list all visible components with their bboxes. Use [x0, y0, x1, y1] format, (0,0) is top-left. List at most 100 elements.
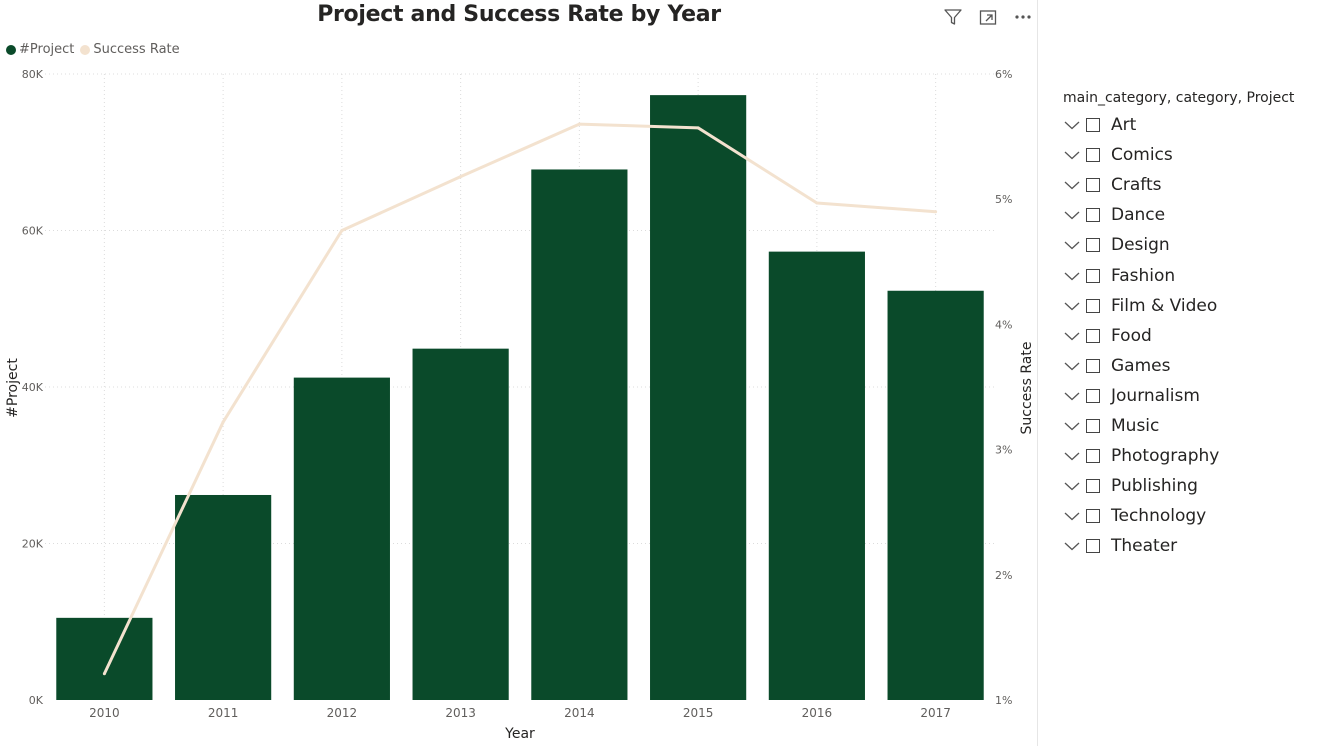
slicer-checkbox[interactable] [1086, 328, 1100, 343]
slicer-item-fashion[interactable]: Fashion [1062, 263, 1175, 289]
slicer-item-journalism[interactable]: Journalism [1062, 383, 1200, 409]
bar-2015[interactable] [650, 95, 747, 700]
slicer-checkbox[interactable] [1086, 419, 1100, 433]
success-rate-point-2011[interactable] [221, 420, 225, 424]
slicer-header: main_category, category, Project [1063, 90, 1295, 106]
bar-2016[interactable] [768, 251, 865, 700]
y2-tick-label: 5% [995, 193, 1012, 206]
slicer-item-theater[interactable]: Theater [1062, 533, 1177, 559]
slicer-checkbox[interactable] [1086, 238, 1100, 253]
slicer-item-label: Technology [1111, 506, 1207, 527]
chevron-down-icon[interactable] [1062, 145, 1082, 165]
slicer-checkbox[interactable] [1086, 118, 1100, 132]
success-rate-point-2010[interactable] [102, 672, 106, 676]
x-tick-label: 2013 [445, 706, 476, 720]
slicer-item-label: Publishing [1111, 476, 1198, 497]
slicer-item-label: Games [1111, 355, 1171, 376]
chevron-down-icon[interactable] [1062, 506, 1082, 526]
slicer-checkbox[interactable] [1086, 509, 1100, 524]
slicer-item-comics[interactable]: Comics [1062, 142, 1173, 168]
chevron-down-icon[interactable] [1062, 175, 1082, 195]
bar-2017[interactable] [887, 290, 984, 700]
bar-2014[interactable] [531, 169, 628, 701]
slicer-item-crafts[interactable]: Crafts [1062, 172, 1162, 198]
chart-title: Project and Success Rate by Year [317, 2, 721, 27]
legend-item-success-rate[interactable]: Success Rate [80, 42, 180, 57]
bar-2011[interactable] [175, 494, 272, 700]
x-axis-title: Year [504, 726, 535, 742]
y-tick-label: 80K [22, 68, 44, 81]
chevron-down-icon[interactable] [1062, 266, 1082, 286]
chevron-down-icon[interactable] [1062, 416, 1082, 436]
x-tick-label: 2014 [564, 706, 595, 720]
success-rate-point-2014[interactable] [577, 122, 581, 126]
slicer-item-publishing[interactable]: Publishing [1062, 473, 1198, 499]
legend-dot-project [6, 44, 16, 55]
chart-legend: #Project Success Rate [6, 42, 186, 57]
slicer-item-dance[interactable]: Dance [1062, 202, 1165, 228]
slicer-checkbox[interactable] [1086, 208, 1100, 223]
y2-tick-label: 3% [995, 444, 1012, 457]
slicer-item-label: Dance [1111, 205, 1166, 226]
x-tick-label: 2015 [683, 706, 714, 720]
x-tick-label: 2016 [802, 706, 833, 720]
slicer-checkbox[interactable] [1086, 148, 1100, 163]
chevron-down-icon[interactable] [1062, 446, 1082, 466]
chevron-down-icon[interactable] [1062, 536, 1082, 556]
y2-tick-label: 6% [995, 68, 1012, 81]
chevron-down-icon[interactable] [1062, 296, 1082, 316]
slicer-item-games[interactable]: Games [1062, 353, 1170, 379]
success-rate-point-2015[interactable] [696, 126, 700, 130]
y-tick-label: 20K [22, 538, 44, 551]
chevron-down-icon[interactable] [1062, 235, 1082, 255]
x-tick-label: 2010 [89, 706, 120, 720]
slicer-item-art[interactable]: Art [1062, 112, 1136, 138]
success-rate-point-2013[interactable] [459, 175, 463, 179]
slicer-item-technology[interactable]: Technology [1062, 503, 1206, 529]
slicer-item-label: Journalism [1111, 385, 1200, 406]
slicer-item-music[interactable]: Music [1062, 413, 1159, 439]
slicer-checkbox[interactable] [1086, 358, 1100, 373]
slicer-checkbox[interactable] [1086, 178, 1100, 193]
slicer-checkbox[interactable] [1086, 539, 1100, 554]
slicer-item-label: Photography [1111, 446, 1220, 467]
y-tick-label: 0K [29, 694, 44, 707]
slicer-item-photography[interactable]: Photography [1062, 443, 1219, 469]
y-tick-label: 40K [22, 381, 44, 394]
slicer-checkbox[interactable] [1086, 298, 1100, 313]
slicer-item-film-video[interactable]: Film & Video [1062, 293, 1217, 319]
legend-label-project: #Project [19, 42, 75, 57]
slicer-item-label: Art [1111, 115, 1137, 135]
chevron-down-icon[interactable] [1062, 115, 1082, 135]
slicer-item-label: Comics [1111, 145, 1173, 166]
bar-2010[interactable] [56, 617, 153, 700]
success-rate-line[interactable] [103, 122, 936, 675]
chevron-down-icon[interactable] [1062, 205, 1082, 225]
focus-mode-icon[interactable] [977, 6, 999, 28]
bar-2012[interactable] [293, 377, 390, 700]
bar-2013[interactable] [412, 348, 509, 700]
slicer-item-label: Music [1111, 416, 1160, 436]
slicer-item-food[interactable]: Food [1062, 323, 1152, 349]
legend-item-project[interactable]: #Project [6, 42, 74, 57]
slicer-item-label: Fashion [1111, 265, 1176, 286]
category-slicer: main_category, category, Project Art Comi… [1040, 0, 1318, 746]
slicer-checkbox[interactable] [1086, 479, 1100, 494]
success-rate-point-2016[interactable] [815, 201, 819, 205]
success-rate-point-2012[interactable] [340, 229, 344, 232]
more-options-icon[interactable] [1012, 6, 1034, 28]
legend-label-success-rate: Success Rate [93, 42, 180, 57]
chevron-down-icon[interactable] [1062, 356, 1082, 376]
slicer-item-label: Film & Video [1111, 295, 1218, 316]
chevron-down-icon[interactable] [1062, 326, 1082, 346]
success-rate-point-2017[interactable] [934, 210, 938, 214]
slicer-item-design[interactable]: Design [1062, 232, 1170, 258]
y-tick-label: 60K [22, 225, 44, 238]
chart-visual: Project and Success Rate by Year #Projec… [5, 0, 1038, 746]
chevron-down-icon[interactable] [1062, 476, 1082, 496]
slicer-checkbox[interactable] [1086, 449, 1100, 464]
filter-icon[interactable] [942, 6, 964, 28]
slicer-checkbox[interactable] [1086, 268, 1100, 283]
slicer-checkbox[interactable] [1086, 388, 1100, 403]
chevron-down-icon[interactable] [1062, 386, 1082, 406]
